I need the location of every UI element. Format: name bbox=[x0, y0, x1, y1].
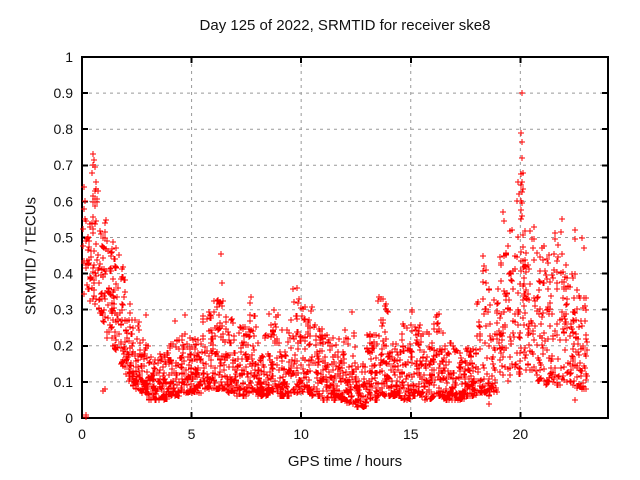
ytick-label: 0.7 bbox=[54, 157, 74, 173]
xtick-label: 20 bbox=[513, 426, 529, 442]
xtick-label: 0 bbox=[78, 426, 86, 442]
ytick-label: 0.1 bbox=[54, 374, 74, 390]
ytick-label: 1 bbox=[65, 49, 73, 65]
ytick-label: 0.3 bbox=[54, 302, 74, 318]
ytick-label: 0.5 bbox=[54, 229, 74, 245]
xtick-label: 15 bbox=[403, 426, 419, 442]
xtick-label: 10 bbox=[293, 426, 309, 442]
ytick-label: 0.2 bbox=[54, 338, 74, 354]
ytick-label: 0.4 bbox=[54, 266, 74, 282]
ytick-label: 0.8 bbox=[54, 121, 74, 137]
ytick-label: 0.9 bbox=[54, 85, 74, 101]
xtick-label: 5 bbox=[188, 426, 196, 442]
scatter-points bbox=[80, 90, 590, 420]
ytick-label: 0 bbox=[65, 410, 73, 426]
chart-title: Day 125 of 2022, SRMTID for receiver ske… bbox=[199, 17, 491, 34]
x-axis-label: GPS time / hours bbox=[287, 453, 403, 470]
ytick-label: 0.6 bbox=[54, 193, 74, 209]
